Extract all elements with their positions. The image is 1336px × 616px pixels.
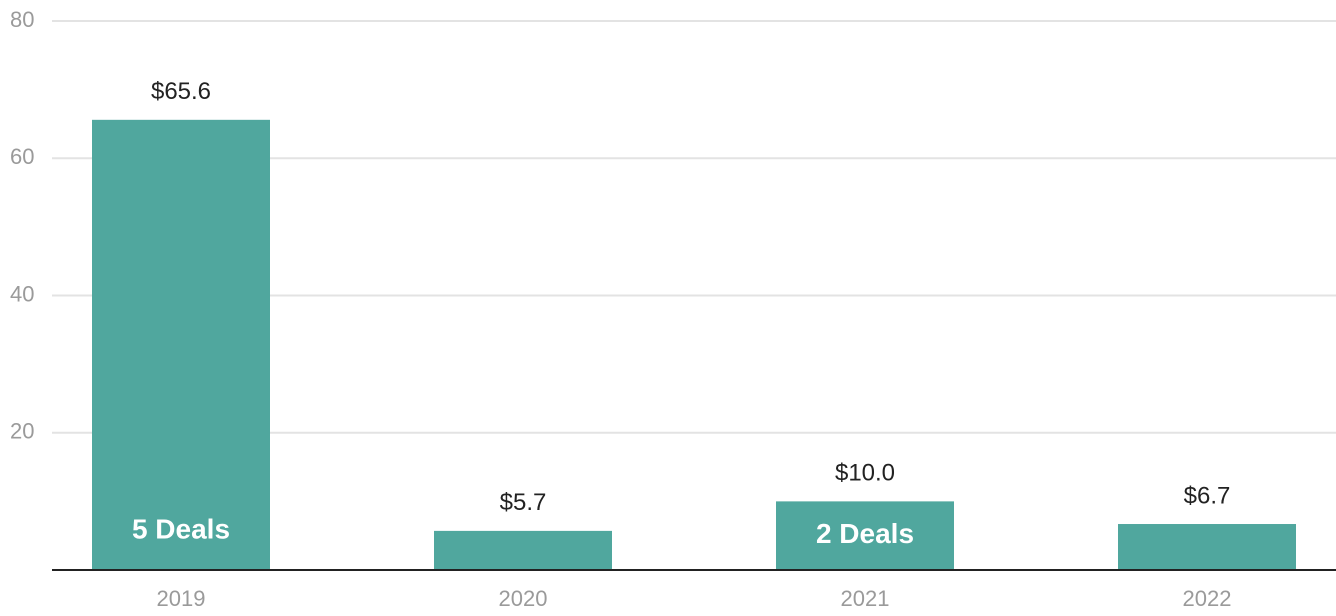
y-tick-label: 60 <box>10 144 34 169</box>
x-tick-label: 2019 <box>157 586 206 611</box>
bar <box>776 501 954 570</box>
x-tick-label: 2021 <box>841 586 890 611</box>
bar <box>1118 524 1296 570</box>
annotation: 5 Deals <box>132 513 230 544</box>
y-tick-label: 20 <box>10 419 34 444</box>
y-tick-label: 80 <box>10 7 34 32</box>
x-tick-label: 2022 <box>1183 586 1232 611</box>
value-label: $6.7 <box>1184 482 1231 509</box>
value-label: $5.7 <box>500 489 547 516</box>
x-tick-label: 2020 <box>499 586 548 611</box>
y-tick-label: 40 <box>10 281 34 306</box>
bar <box>434 530 612 570</box>
value-label: $65.6 <box>151 78 211 105</box>
value-label: $10.0 <box>835 460 895 487</box>
bar <box>92 119 270 570</box>
annotation: 2 Deals <box>816 518 914 549</box>
